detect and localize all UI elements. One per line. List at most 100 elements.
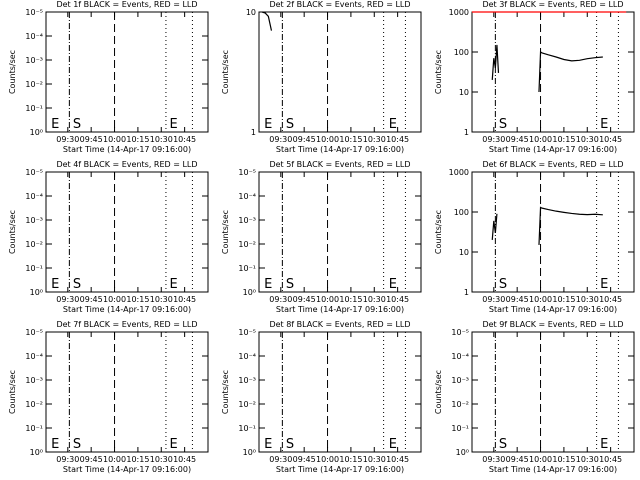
- y-tick-label: 10⁻⁵: [451, 328, 469, 337]
- y-tick-label: 1: [251, 128, 256, 137]
- x-axis-label: Start Time (14-Apr-17 09:16:00): [489, 465, 617, 474]
- data-line: [491, 213, 498, 241]
- x-axis-label: Start Time (14-Apr-17 09:16:00): [276, 465, 404, 474]
- plot-frame: [471, 331, 635, 453]
- y-tick-label: 10⁻²: [238, 240, 256, 249]
- annotation: S: [499, 277, 507, 292]
- annotation: E: [600, 117, 608, 132]
- x-tick-label: 10:00: [316, 135, 339, 144]
- y-axis-label: Counts/sec: [8, 50, 17, 94]
- x-axis-label: Start Time (14-Apr-17 09:16:00): [276, 305, 404, 314]
- x-tick-label: 09:45: [293, 455, 316, 464]
- x-tick-label: 10:30: [150, 455, 173, 464]
- y-tick-label: 10⁻²: [25, 240, 43, 249]
- chart-title: Det 6f BLACK = Events, RED = LLD: [482, 160, 623, 169]
- chart-title: Det 3f BLACK = Events, RED = LLD: [482, 0, 623, 9]
- x-tick-label: 10:45: [599, 135, 622, 144]
- x-tick-label: 10:30: [363, 295, 386, 304]
- x-tick-label: 09:30: [269, 135, 292, 144]
- x-tick-label: 10:30: [363, 455, 386, 464]
- y-tick-label: 10⁻⁴: [25, 352, 43, 361]
- annotation: E: [264, 277, 272, 292]
- x-tick-label: 10:45: [599, 295, 622, 304]
- y-tick-label: 10⁻⁵: [25, 168, 43, 177]
- x-tick-label: 09:45: [80, 135, 103, 144]
- y-axis-label: Counts/sec: [434, 210, 443, 254]
- y-tick-label: 10⁻¹: [25, 264, 43, 273]
- x-tick-label: 10:30: [576, 295, 599, 304]
- panel: Det 3f BLACK = Events, RED = LLD Start Ti…: [434, 0, 635, 154]
- annotation: E: [389, 437, 397, 452]
- y-tick-label: 10⁻³: [238, 376, 256, 385]
- plot-frame: [45, 171, 209, 293]
- x-tick-label: 09:45: [80, 295, 103, 304]
- annotation: E: [600, 437, 608, 452]
- y-tick-label: 100: [454, 48, 469, 57]
- y-tick-label: 10⁻⁵: [238, 328, 256, 337]
- annotation: S: [286, 437, 294, 452]
- x-tick-label: 10:00: [529, 135, 552, 144]
- y-tick-label: 10⁻⁴: [238, 192, 256, 201]
- y-tick-label: 10⁻⁵: [238, 168, 256, 177]
- x-tick-label: 10:15: [339, 455, 362, 464]
- y-tick-label: 10⁻³: [25, 376, 43, 385]
- x-axis-label: Start Time (14-Apr-17 09:16:00): [63, 305, 191, 314]
- x-tick-label: 09:45: [506, 135, 529, 144]
- data-line: [538, 50, 603, 93]
- x-tick-label: 09:30: [56, 135, 79, 144]
- panel: Det 9f BLACK = Events, RED = LLD Start Ti…: [434, 320, 635, 474]
- x-tick-label: 10:45: [386, 295, 409, 304]
- x-tick-label: 09:30: [482, 455, 505, 464]
- plot-frame: [258, 331, 422, 453]
- annotation: S: [499, 437, 507, 452]
- y-tick-label: 10⁻⁴: [25, 192, 43, 201]
- y-tick-label: 10⁻⁵: [25, 328, 43, 337]
- annotation: E: [51, 277, 59, 292]
- x-tick-label: 10:45: [173, 455, 196, 464]
- annotation: E: [51, 117, 59, 132]
- x-tick-label: 10:15: [339, 295, 362, 304]
- y-axis-label: Counts/sec: [434, 50, 443, 94]
- annotation: S: [286, 277, 294, 292]
- y-tick-label: 1: [464, 128, 469, 137]
- x-tick-label: 10:45: [173, 135, 196, 144]
- x-tick-label: 09:45: [80, 455, 103, 464]
- x-tick-label: 10:00: [529, 455, 552, 464]
- chart-title: Det 5f BLACK = Events, RED = LLD: [269, 160, 410, 169]
- x-tick-label: 10:45: [386, 135, 409, 144]
- y-axis-label: Counts/sec: [8, 210, 17, 254]
- plot-frame: [258, 11, 422, 133]
- x-tick-label: 09:30: [56, 295, 79, 304]
- annotation: E: [389, 277, 397, 292]
- panel: Det 2f BLACK = Events, RED = LLD Start Ti…: [221, 0, 422, 154]
- y-tick-label: 10⁰: [30, 288, 43, 297]
- y-tick-label: 10: [246, 8, 256, 17]
- y-tick-label: 10: [459, 88, 469, 97]
- y-tick-label: 10: [459, 248, 469, 257]
- y-tick-label: 10⁻³: [25, 216, 43, 225]
- annotation: E: [170, 437, 178, 452]
- x-axis-label: Start Time (14-Apr-17 09:16:00): [489, 145, 617, 154]
- x-axis-label: Start Time (14-Apr-17 09:16:00): [276, 145, 404, 154]
- y-tick-label: 10⁻⁴: [25, 32, 43, 41]
- chart-title: Det 8f BLACK = Events, RED = LLD: [269, 320, 410, 329]
- data-line: [491, 44, 500, 81]
- x-tick-label: 10:00: [103, 295, 126, 304]
- panel: Det 5f BLACK = Events, RED = LLD Start Ti…: [221, 160, 422, 314]
- x-tick-label: 10:30: [576, 455, 599, 464]
- annotation: S: [73, 277, 81, 292]
- y-tick-label: 10⁻²: [25, 400, 43, 409]
- y-tick-label: 10⁻³: [25, 56, 43, 65]
- y-axis-label: Counts/sec: [8, 370, 17, 414]
- chart-title: Det 7f BLACK = Events, RED = LLD: [56, 320, 197, 329]
- x-tick-label: 10:15: [552, 135, 575, 144]
- x-tick-label: 09:30: [482, 135, 505, 144]
- y-tick-label: 10⁻⁴: [451, 352, 469, 361]
- x-tick-label: 09:45: [506, 295, 529, 304]
- x-tick-label: 09:30: [269, 455, 292, 464]
- y-tick-label: 10⁻⁴: [238, 352, 256, 361]
- x-tick-label: 10:15: [339, 135, 362, 144]
- x-tick-label: 09:45: [293, 295, 316, 304]
